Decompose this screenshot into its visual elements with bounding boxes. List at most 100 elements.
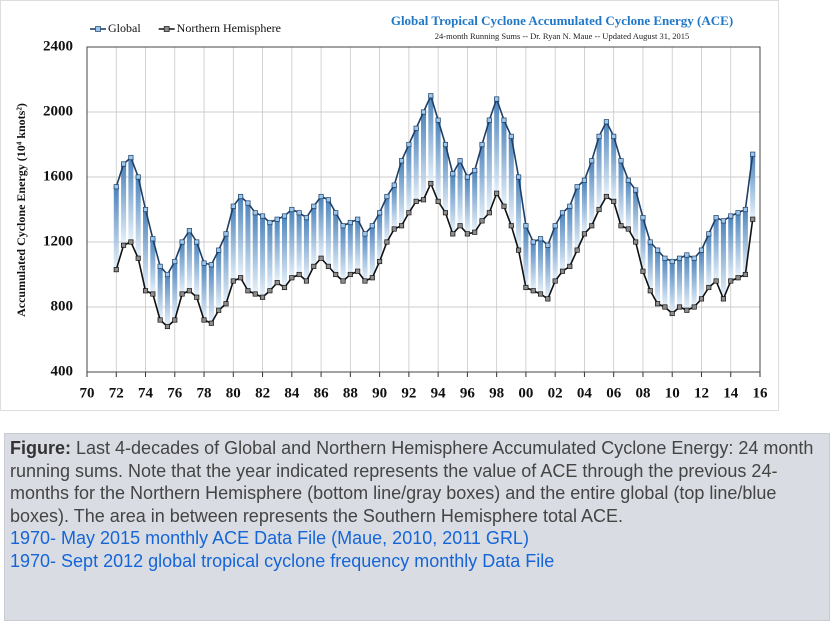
band-fill: [698, 250, 704, 299]
marker: [530, 288, 536, 294]
marker: [252, 210, 258, 216]
band-fill: [501, 120, 507, 207]
band-fill: [201, 263, 207, 320]
marker: [596, 206, 602, 213]
band-fill: [618, 160, 624, 226]
marker: [611, 198, 617, 204]
marker: [296, 210, 302, 216]
marker: [194, 294, 200, 300]
marker: [625, 177, 631, 183]
marker: [289, 275, 295, 281]
marker: [377, 210, 383, 216]
marker: [472, 167, 478, 174]
band-fill: [413, 128, 419, 202]
band-fill: [245, 203, 251, 291]
marker: [720, 218, 726, 224]
band-fill: [369, 225, 375, 278]
band-fill: [157, 266, 163, 320]
x-tick-label: 84: [284, 385, 300, 401]
marker: [303, 215, 310, 221]
marker: [413, 198, 419, 204]
x-tick-label: 82: [255, 385, 270, 401]
marker: [750, 151, 756, 157]
band-fill: [633, 190, 639, 242]
marker: [420, 197, 427, 203]
band-fill: [274, 219, 280, 283]
band-fill: [567, 206, 573, 267]
marker: [479, 141, 485, 148]
marker: [150, 291, 156, 297]
band-fill: [596, 136, 602, 210]
marker: [676, 255, 683, 261]
band-fill: [399, 160, 405, 226]
band-fill: [150, 238, 156, 294]
y-tick-label: 2000: [43, 103, 73, 119]
marker: [135, 255, 141, 261]
marker: [494, 96, 500, 102]
band-fill: [362, 233, 368, 281]
legend-marker: [95, 26, 101, 32]
marker: [552, 223, 558, 229]
band-fill: [691, 258, 697, 307]
marker: [318, 193, 324, 200]
band-fill: [179, 242, 185, 294]
band-fill: [662, 258, 668, 307]
marker: [142, 288, 149, 294]
marker: [311, 263, 317, 269]
data-link[interactable]: 1970- Sept 2012 global tropical cyclone …: [10, 550, 555, 571]
band-fill: [523, 225, 529, 288]
x-tick-label: 76: [167, 385, 183, 401]
marker: [625, 226, 631, 232]
marker: [179, 239, 185, 245]
data-link[interactable]: 1970- May 2015 monthly ACE Data File (Ma…: [10, 528, 529, 548]
marker: [186, 228, 192, 234]
band-fill: [325, 199, 331, 267]
band-fill: [728, 216, 734, 281]
marker: [172, 317, 178, 323]
y-tick-label: 2400: [43, 38, 73, 54]
marker: [720, 296, 726, 302]
marker: [399, 158, 405, 164]
band-fill: [260, 216, 266, 298]
marker: [735, 275, 741, 281]
marker: [179, 291, 185, 297]
x-tick-label: 12: [694, 385, 709, 401]
marker: [655, 247, 661, 253]
marker: [501, 203, 507, 209]
band-fill: [143, 209, 149, 291]
marker: [362, 231, 368, 237]
marker: [618, 158, 624, 164]
marker: [655, 301, 661, 307]
marker: [216, 247, 222, 253]
band-fill: [494, 99, 500, 194]
marker: [442, 210, 448, 216]
marker: [142, 206, 149, 213]
marker: [121, 161, 127, 167]
marker: [537, 236, 544, 242]
marker: [223, 301, 229, 307]
x-tick-label: 02: [548, 385, 563, 401]
marker: [281, 284, 288, 291]
marker: [523, 284, 529, 291]
marker: [164, 271, 171, 278]
marker: [633, 187, 639, 193]
band-fill: [559, 212, 565, 272]
marker: [618, 223, 624, 229]
marker: [186, 288, 192, 294]
legend-label: Northern Hemisphere: [177, 21, 281, 35]
marker: [406, 141, 412, 148]
band-fill: [428, 95, 434, 184]
band-fill: [135, 177, 141, 259]
marker: [391, 182, 397, 188]
band-fill: [435, 120, 441, 202]
marker: [728, 213, 734, 219]
marker: [413, 125, 419, 131]
band-fill: [391, 185, 397, 229]
marker: [611, 133, 617, 139]
band-fill: [421, 112, 426, 200]
marker: [691, 255, 697, 261]
marker: [325, 263, 331, 269]
band-fill: [406, 144, 412, 213]
marker: [545, 242, 551, 248]
marker: [296, 271, 302, 278]
